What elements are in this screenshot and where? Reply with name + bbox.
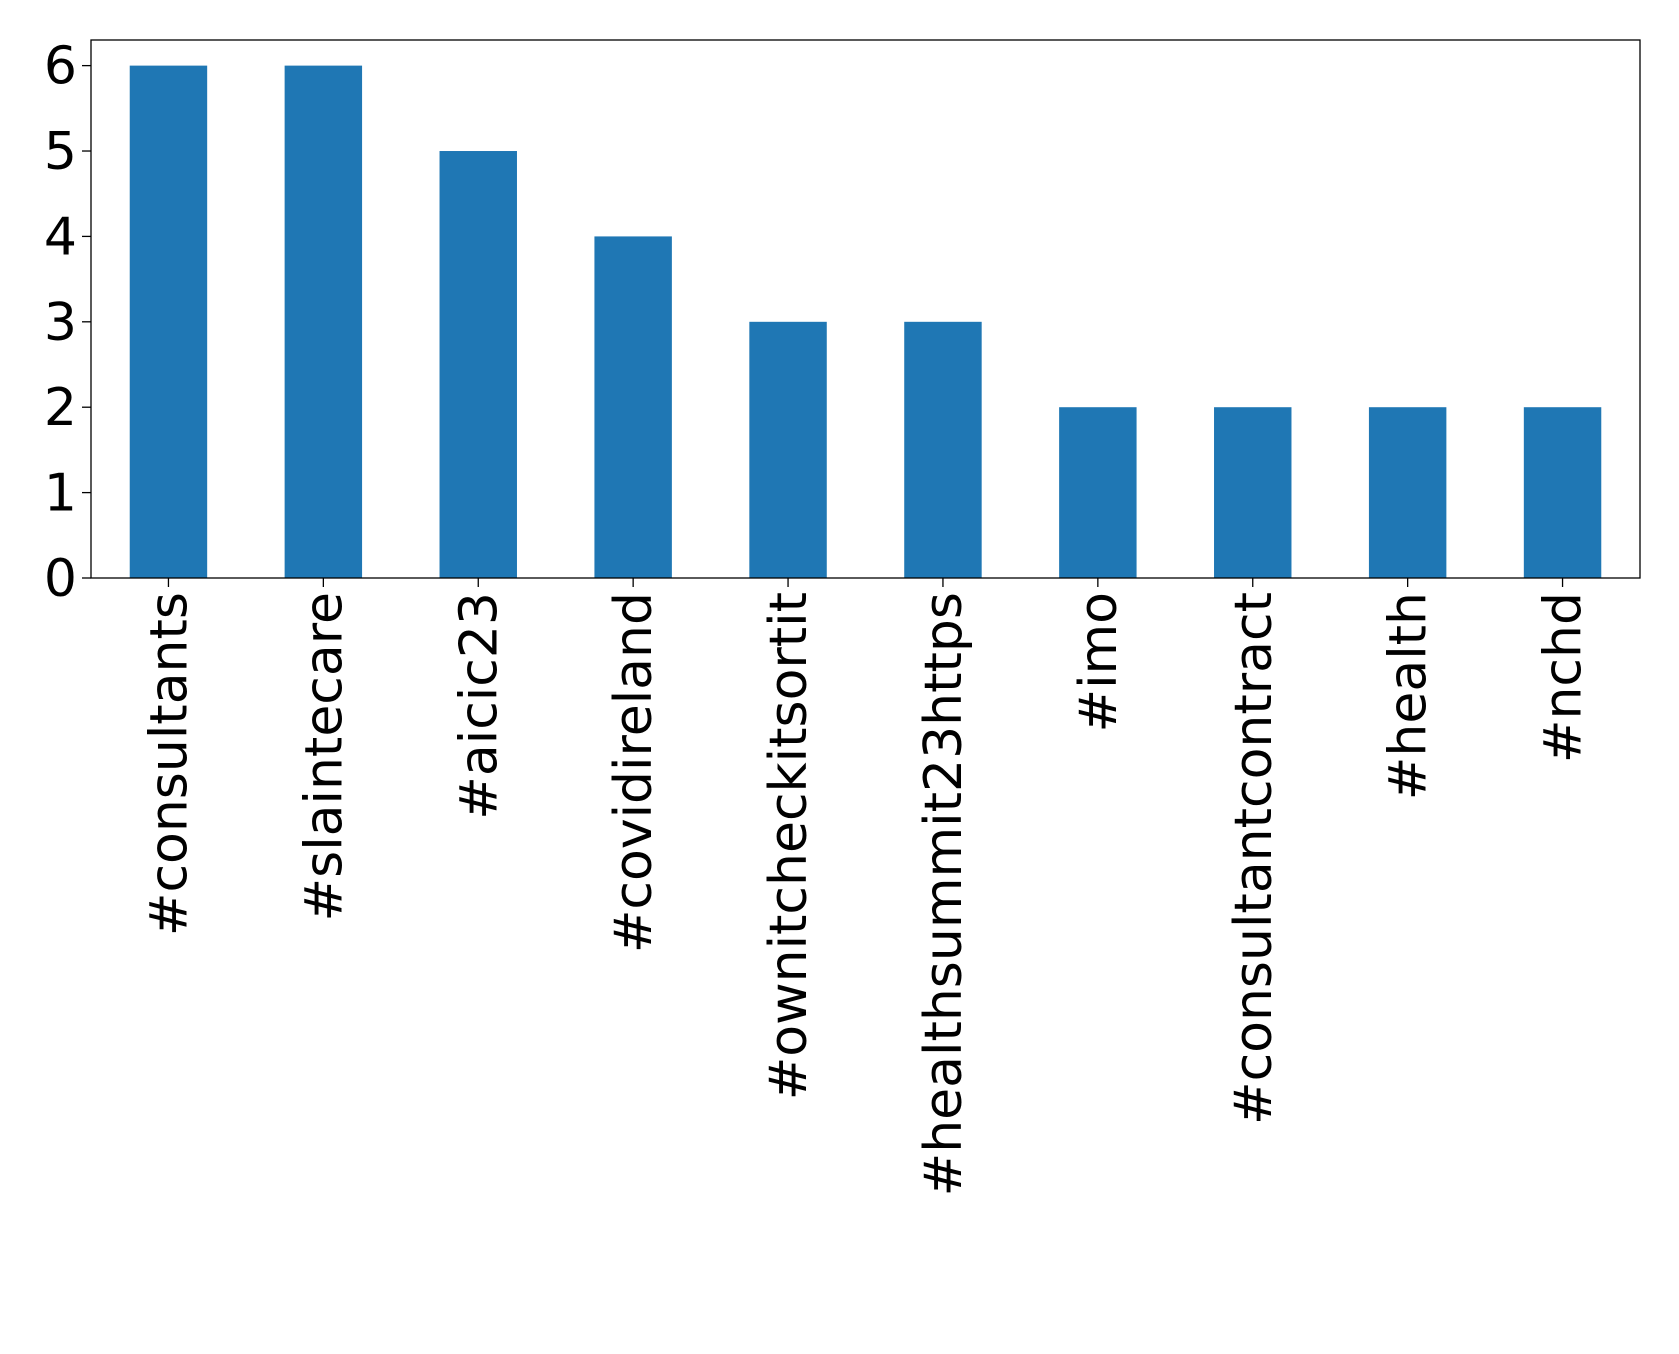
bar bbox=[1523, 407, 1602, 578]
bar bbox=[1059, 407, 1137, 578]
plot-frame bbox=[90, 39, 1641, 579]
x-tick-label: #ownitcheckitsortit bbox=[759, 592, 819, 1100]
bar bbox=[1368, 407, 1447, 578]
x-tick-label: #slaintecare bbox=[294, 592, 354, 921]
bar bbox=[284, 65, 363, 579]
bar bbox=[1214, 407, 1292, 578]
bar bbox=[594, 236, 672, 578]
x-tick-label: #nchd bbox=[1534, 592, 1594, 763]
x-tick-label: #imo bbox=[1069, 592, 1129, 733]
y-tick-label: 1 bbox=[44, 464, 77, 524]
bar bbox=[129, 65, 208, 579]
y-tick-label: 6 bbox=[44, 37, 77, 97]
x-tick-label: #covidireland bbox=[604, 592, 664, 953]
x-tick-label: #consultants bbox=[139, 592, 199, 936]
x-tick-label: #aicic23 bbox=[449, 592, 509, 820]
bar bbox=[749, 321, 827, 578]
y-tick-label: 5 bbox=[44, 122, 77, 182]
bar bbox=[439, 151, 517, 578]
y-tick-label: 4 bbox=[44, 207, 77, 267]
x-tick-label: #healthsummit23https bbox=[914, 592, 974, 1196]
y-tick-label: 0 bbox=[44, 549, 77, 609]
y-tick-label: 2 bbox=[44, 378, 77, 438]
bar bbox=[904, 321, 982, 578]
x-tick-label: #health bbox=[1379, 592, 1439, 800]
y-tick-label: 3 bbox=[44, 293, 77, 353]
x-tick-label: #consultantcontract bbox=[1224, 592, 1284, 1125]
